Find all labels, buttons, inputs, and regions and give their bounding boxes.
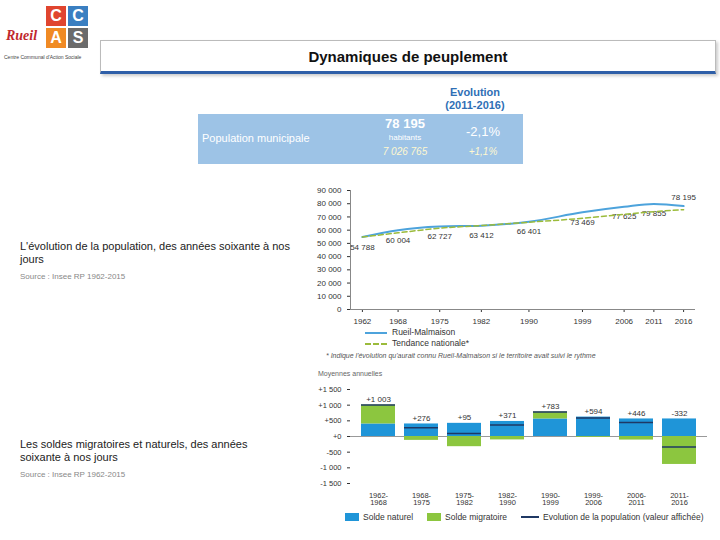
html-text:7 026 765: 7 026 765 — [382, 146, 428, 157]
svg-text:1975: 1975 — [431, 317, 449, 326]
html-text:S: S — [72, 29, 84, 46]
svg-text:+371: +371 — [498, 411, 517, 420]
html-text:C: C — [50, 7, 62, 24]
svg-text:+1 000: +1 000 — [318, 401, 341, 410]
html-text:Rueil-Malmaison: Rueil-Malmaison — [392, 327, 456, 337]
html-text:Les soldes migratoires et natu: Les soldes migratoires et naturels, des … — [20, 438, 248, 463]
svg-text:+446: +446 — [627, 409, 646, 418]
svg-text:73 469: 73 469 — [570, 217, 595, 227]
svg-text:60 004: 60 004 — [386, 236, 411, 245]
svg-text:2011: 2011 — [645, 317, 663, 326]
html-text:-2,1%: -2,1% — [466, 124, 500, 139]
html-text:* Indique l'évolution qu'aurai: * Indique l'évolution qu'aurait connu Ru… — [326, 352, 596, 359]
svg-text:54 788: 54 788 — [350, 243, 375, 252]
svg-text:10 000: 10 000 — [317, 292, 342, 301]
svg-text:1962: 1962 — [353, 317, 371, 326]
svg-text:79 855: 79 855 — [641, 209, 667, 219]
html-text:habitants: habitants — [388, 133, 422, 142]
html-text:+1,1%: +1,1% — [468, 146, 498, 157]
html-text:Tendance nationale*: Tendance nationale* — [392, 338, 469, 348]
svg-text:1990-1999: 1990-1999 — [541, 491, 561, 508]
svg-text:62 727: 62 727 — [427, 232, 452, 241]
svg-text:60 000: 60 000 — [317, 226, 342, 235]
svg-text:63 412: 63 412 — [469, 231, 494, 240]
svg-text:30 000: 30 000 — [317, 265, 342, 274]
svg-text:1999-2006: 1999-2006 — [584, 491, 604, 508]
html-text:Source : Insee RP 1962-2015: Source : Insee RP 1962-2015 — [20, 470, 126, 479]
svg-text:1975-1982: 1975-1982 — [455, 491, 475, 508]
html-text:(2011-2016): (2011-2016) — [445, 99, 505, 111]
svg-text:+1 500: +1 500 — [318, 385, 341, 394]
svg-text:1982-1990: 1982-1990 — [498, 491, 518, 508]
svg-text:1999: 1999 — [574, 317, 592, 326]
html-text:78 195: 78 195 — [385, 116, 425, 131]
svg-text:+783: +783 — [541, 402, 560, 411]
html-text:L'évolution de la population,: L'évolution de la population, des années… — [20, 240, 290, 265]
svg-text:66 401: 66 401 — [517, 227, 542, 236]
html-text:A: A — [50, 29, 62, 46]
svg-text:2016: 2016 — [675, 317, 693, 326]
svg-text:77 625: 77 625 — [611, 212, 637, 222]
svg-text:90 000: 90 000 — [317, 186, 342, 195]
html-text:Solde naturel: Solde naturel — [363, 512, 414, 522]
svg-text:1982: 1982 — [472, 317, 490, 326]
svg-text:+276: +276 — [412, 414, 431, 423]
svg-text:-1 000: -1 000 — [320, 463, 341, 472]
svg-text:78 195: 78 195 — [671, 193, 696, 202]
svg-text:+0: +0 — [333, 432, 342, 441]
html-text:Moyennes annuelles: Moyennes annuelles — [318, 370, 383, 377]
svg-text:-500: -500 — [326, 448, 341, 457]
svg-text:-1 500: -1 500 — [320, 479, 341, 488]
svg-text:+594: +594 — [584, 407, 603, 416]
svg-text:1990: 1990 — [520, 317, 538, 326]
svg-text:80 000: 80 000 — [317, 199, 342, 208]
html-text:Evolution de la population (va: Evolution de la population (valeur affic… — [543, 512, 704, 522]
html-text:Centre Communal d'Action Socia: Centre Communal d'Action Sociale — [4, 54, 82, 60]
html-text:Evolution: Evolution — [449, 86, 500, 98]
svg-text:40 000: 40 000 — [317, 252, 342, 261]
svg-text:50 000: 50 000 — [317, 239, 342, 248]
svg-text:70 000: 70 000 — [317, 213, 342, 222]
svg-text:+95: +95 — [458, 413, 472, 422]
svg-text:1968-1975: 1968-1975 — [412, 491, 432, 508]
svg-text:-332: -332 — [671, 409, 688, 418]
svg-text:1968: 1968 — [389, 317, 407, 326]
html-text:Dynamiques de peuplement: Dynamiques de peuplement — [308, 47, 508, 65]
svg-text:2011-2016: 2011-2016 — [670, 491, 689, 508]
html-text:Source : Insee RP 1962-2015: Source : Insee RP 1962-2015 — [20, 272, 126, 281]
html-text:C: C — [72, 7, 84, 24]
svg-text:2006-2011: 2006-2011 — [627, 491, 647, 508]
svg-text:0: 0 — [337, 305, 342, 314]
svg-text:+1 003: +1 003 — [366, 395, 391, 404]
html-text:Solde migratoire: Solde migratoire — [445, 512, 507, 522]
svg-text:1962-1968: 1962-1968 — [369, 491, 389, 508]
html-text:Rueil: Rueil — [6, 28, 38, 43]
svg-text:+500: +500 — [325, 416, 342, 425]
svg-text:20 000: 20 000 — [317, 279, 342, 288]
html-text:Population municipale: Population municipale — [202, 132, 310, 144]
svg-text:2006: 2006 — [615, 317, 633, 326]
